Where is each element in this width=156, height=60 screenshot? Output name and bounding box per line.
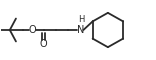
Text: H: H: [78, 15, 85, 24]
Text: O: O: [29, 25, 37, 35]
Text: N: N: [77, 25, 84, 35]
Text: O: O: [40, 39, 47, 49]
